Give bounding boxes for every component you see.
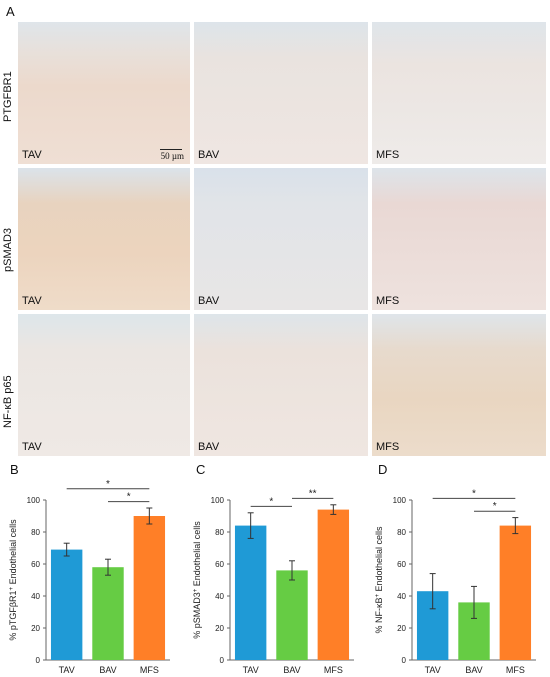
x-tick-label-tav: TAV — [59, 665, 75, 675]
bar-tav — [234, 525, 267, 660]
significance-label: * — [127, 492, 131, 503]
bar-mfs — [317, 509, 350, 660]
tile-label-tav: TAV — [22, 295, 42, 307]
bar-mfs — [499, 525, 532, 660]
bar-mfs — [133, 516, 166, 660]
scale-label: 50 µm — [160, 151, 184, 161]
y-tick-label: 60 — [215, 560, 224, 569]
x-tick-label-mfs: MFS — [324, 665, 343, 675]
y-tick-label: 100 — [211, 496, 225, 505]
micrograph-ptgfbr1-bav: BAV — [194, 22, 368, 164]
row-label-psmad3: pSMAD3 — [2, 227, 14, 272]
x-tick-label-tav: TAV — [243, 665, 259, 675]
y-tick-label: 40 — [31, 592, 40, 601]
row-label-ptgfbr1: PTGFBR1 — [2, 71, 14, 122]
panel-letter-a: A — [6, 4, 15, 19]
micrograph-nfkb-mfs: MFS — [372, 314, 546, 456]
significance-label: * — [269, 496, 273, 507]
x-tick-label-bav: BAV — [283, 665, 300, 675]
x-tick-label-mfs: MFS — [506, 665, 525, 675]
y-tick-label: 80 — [215, 528, 224, 537]
x-tick-label-tav: TAV — [425, 665, 441, 675]
tile-label-mfs: MFS — [376, 149, 400, 161]
y-axis-label: % pTGFβR1+ Endothelial cells — [8, 519, 18, 641]
micrograph-psmad3-tav: TAV — [18, 168, 190, 310]
panel-letter-d: D — [378, 462, 388, 477]
bar-bav — [92, 567, 124, 660]
panel-letter-b: B — [10, 462, 19, 477]
y-tick-label: 20 — [215, 624, 224, 633]
row-label-nfkb: NF-κB p65 — [2, 375, 14, 428]
chart-b: 0 20 40 60 80 100 % pTGFβR1+ Endothelial cells… — [8, 479, 170, 675]
bar-tav — [50, 549, 83, 660]
significance-label: * — [472, 488, 476, 499]
tile-label-mfs: MFS — [376, 441, 400, 453]
y-tick-label: 0 — [220, 656, 225, 665]
y-tick-label: 0 — [36, 656, 41, 665]
chart-d: 0 20 40 60 80 100 % NF-κB+ Endothelial cells TA… — [374, 488, 536, 675]
y-axis-label: % NF-κB+ Endothelial cells — [374, 526, 384, 634]
significance-label: * — [106, 479, 110, 490]
tile-label-tav: TAV — [22, 149, 42, 161]
x-tick-label-bav: BAV — [99, 665, 116, 675]
significance-label: ** — [309, 488, 317, 499]
tile-label-bav: BAV — [198, 441, 220, 453]
x-tick-label-mfs: MFS — [140, 665, 159, 675]
micrograph-nfkb-tav: TAV — [18, 314, 190, 456]
micrograph-psmad3-mfs: MFS — [372, 168, 546, 310]
y-axis-label: % pSMAD3+ Endothelial cells — [192, 521, 202, 639]
bar-bav — [276, 570, 308, 660]
y-tick-label: 100 — [27, 496, 41, 505]
y-tick-label: 100 — [393, 496, 407, 505]
tile-label-mfs: MFS — [376, 295, 400, 307]
y-tick-label: 40 — [397, 592, 406, 601]
panel-letter-c: C — [196, 462, 206, 477]
micrograph-ptgfbr1-tav: 50 µm TAV — [18, 22, 190, 164]
chart-c: 0 20 40 60 80 100 % pSMAD3+ Endothelial cells T… — [192, 488, 354, 675]
scale-bar — [160, 149, 182, 150]
micrograph-ptgfbr1-mfs: MFS — [372, 22, 546, 164]
y-tick-label: 20 — [397, 624, 406, 633]
y-tick-label: 40 — [215, 592, 224, 601]
tile-label-tav: TAV — [22, 441, 42, 453]
tile-label-bav: BAV — [198, 149, 220, 161]
y-tick-label: 80 — [397, 528, 406, 537]
significance-label: * — [493, 501, 497, 512]
y-tick-label: 0 — [402, 656, 407, 665]
y-tick-label: 60 — [31, 560, 40, 569]
y-tick-label: 80 — [31, 528, 40, 537]
y-tick-label: 20 — [31, 624, 40, 633]
y-tick-label: 60 — [397, 560, 406, 569]
x-tick-label-bav: BAV — [465, 665, 482, 675]
micrograph-nfkb-bav: BAV — [194, 314, 368, 456]
micrograph-psmad3-bav: BAV — [194, 168, 368, 310]
tile-label-bav: BAV — [198, 295, 220, 307]
